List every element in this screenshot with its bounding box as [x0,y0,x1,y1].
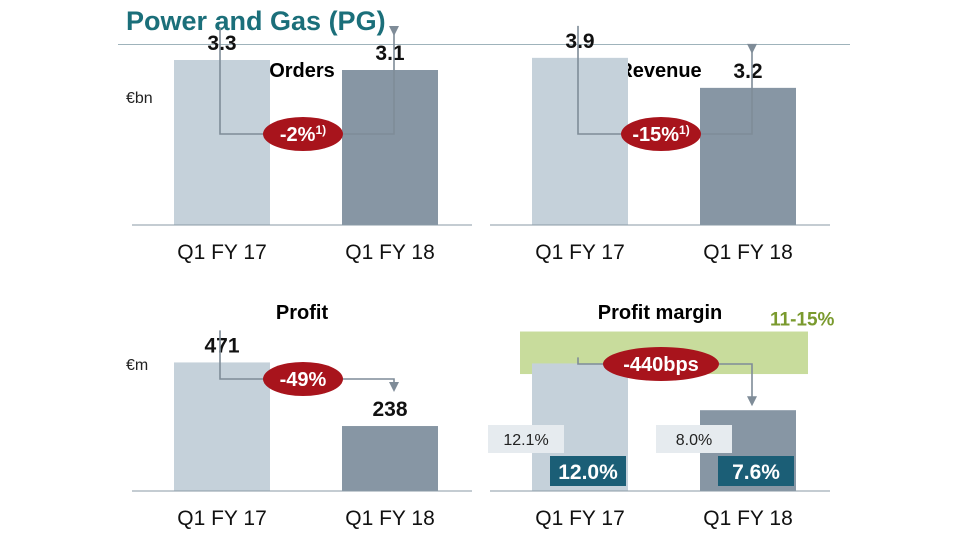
page-title: Power and Gas (PG) [126,6,386,36]
revenue-title: Revenue [618,60,702,82]
profit-arrow-head [389,382,399,393]
orders-change-value: -2% [280,124,316,146]
orders-change-badge [263,117,343,151]
profit-change-value: -49% [280,369,327,391]
profit-margin-prior-label: 12.1% [503,432,548,449]
profit-margin-data-label-box [550,456,626,486]
revenue-change-value: -15% [632,124,679,146]
orders-tick-label: Q1 FY 17 [177,241,267,264]
profit-title: Profit [275,302,329,324]
profit-margin-data-label: 7.6% [732,461,780,484]
orders-data-label: 3.1 [375,42,405,65]
profit-chart: Q1 FY 17 Q1 FY 18 471 238 -49% [132,330,472,530]
profit-bar-q1-fy17 [174,362,270,491]
revenue-panel: Revenue Q1 FY 17 Q1 FY 18 3.9 3.2 -15%1) [480,25,840,310]
profit-margin-prior-label-box [656,425,732,453]
profit-margin-change-badge [603,347,719,381]
orders-panel: Orders €bn Q1 FY 17 Q1 FY 18 3.3 3.1 -2%1) [122,26,482,310]
orders-chart: Q1 FY 17 Q1 FY 18 3.3 3.1 -2%1) [132,26,472,264]
orders-arrow-head [389,26,399,36]
profit-margin-title: Profit margin [597,302,723,324]
profit-margin-data-label-box [718,456,794,486]
profit-margin-change-value: -440bps [623,354,699,376]
orders-bar-q1-fy18 [342,70,438,225]
profit-margin-tick-label: Q1 FY 17 [535,507,625,530]
orders-unit: €bn [126,90,153,107]
profit-change-badge [263,362,343,396]
profit-margin-chart: 11-15% Q1 FY 17 Q1 FY 18 12.0% 7.6% 12.1% 8.0%… [488,310,835,530]
revenue-data-label: 3.9 [565,30,594,53]
profit-data-label: 238 [372,398,407,421]
profit-tick-label: Q1 FY 17 [177,507,267,530]
target-range-label: 11-15% [770,310,835,331]
revenue-bar-q1-fy17 [532,57,628,225]
profit-change-label: -49% [280,369,327,391]
revenue-arrow-head [747,43,757,54]
revenue-data-label: 3.2 [733,60,762,83]
profit-margin-arrow-head [747,396,757,407]
orders-title: Orders [269,60,335,82]
orders-bar-q1-fy17 [174,60,270,225]
orders-tick-label: Q1 FY 18 [345,241,435,264]
orders-data-label: 3.3 [207,32,236,55]
orders-change-footnote: 1) [315,123,326,137]
profit-margin-tick-label: Q1 FY 18 [703,507,793,530]
revenue-tick-label: Q1 FY 17 [535,241,625,264]
profit-data-label: 471 [204,334,239,357]
orders-change-label: -2%1) [280,123,326,146]
title-divider [118,44,850,45]
profit-margin-prior-label-box [488,425,564,453]
revenue-chart: Q1 FY 17 Q1 FY 18 3.9 3.2 -15%1) [490,25,830,264]
revenue-change-badge [621,117,701,151]
revenue-change-label: -15%1) [632,123,689,146]
profit-margin-change-label: -440bps [623,354,699,376]
revenue-change-footnote: 1) [679,123,690,137]
profit-margin-prior-label: 8.0% [676,432,712,449]
profit-margin-panel: Profit margin 11-15% Q1 FY 17 Q1 FY 18 12.0… [480,302,840,552]
revenue-bar-q1-fy18 [700,87,796,225]
profit-tick-label: Q1 FY 18 [345,507,435,530]
profit-unit: €m [126,357,149,374]
profit-bar-q1-fy18 [342,426,438,491]
profit-margin-data-label: 12.0% [558,461,618,484]
profit-panel: Profit €m Q1 FY 17 Q1 FY 18 471 238 -49% [122,302,482,552]
revenue-tick-label: Q1 FY 18 [703,241,793,264]
